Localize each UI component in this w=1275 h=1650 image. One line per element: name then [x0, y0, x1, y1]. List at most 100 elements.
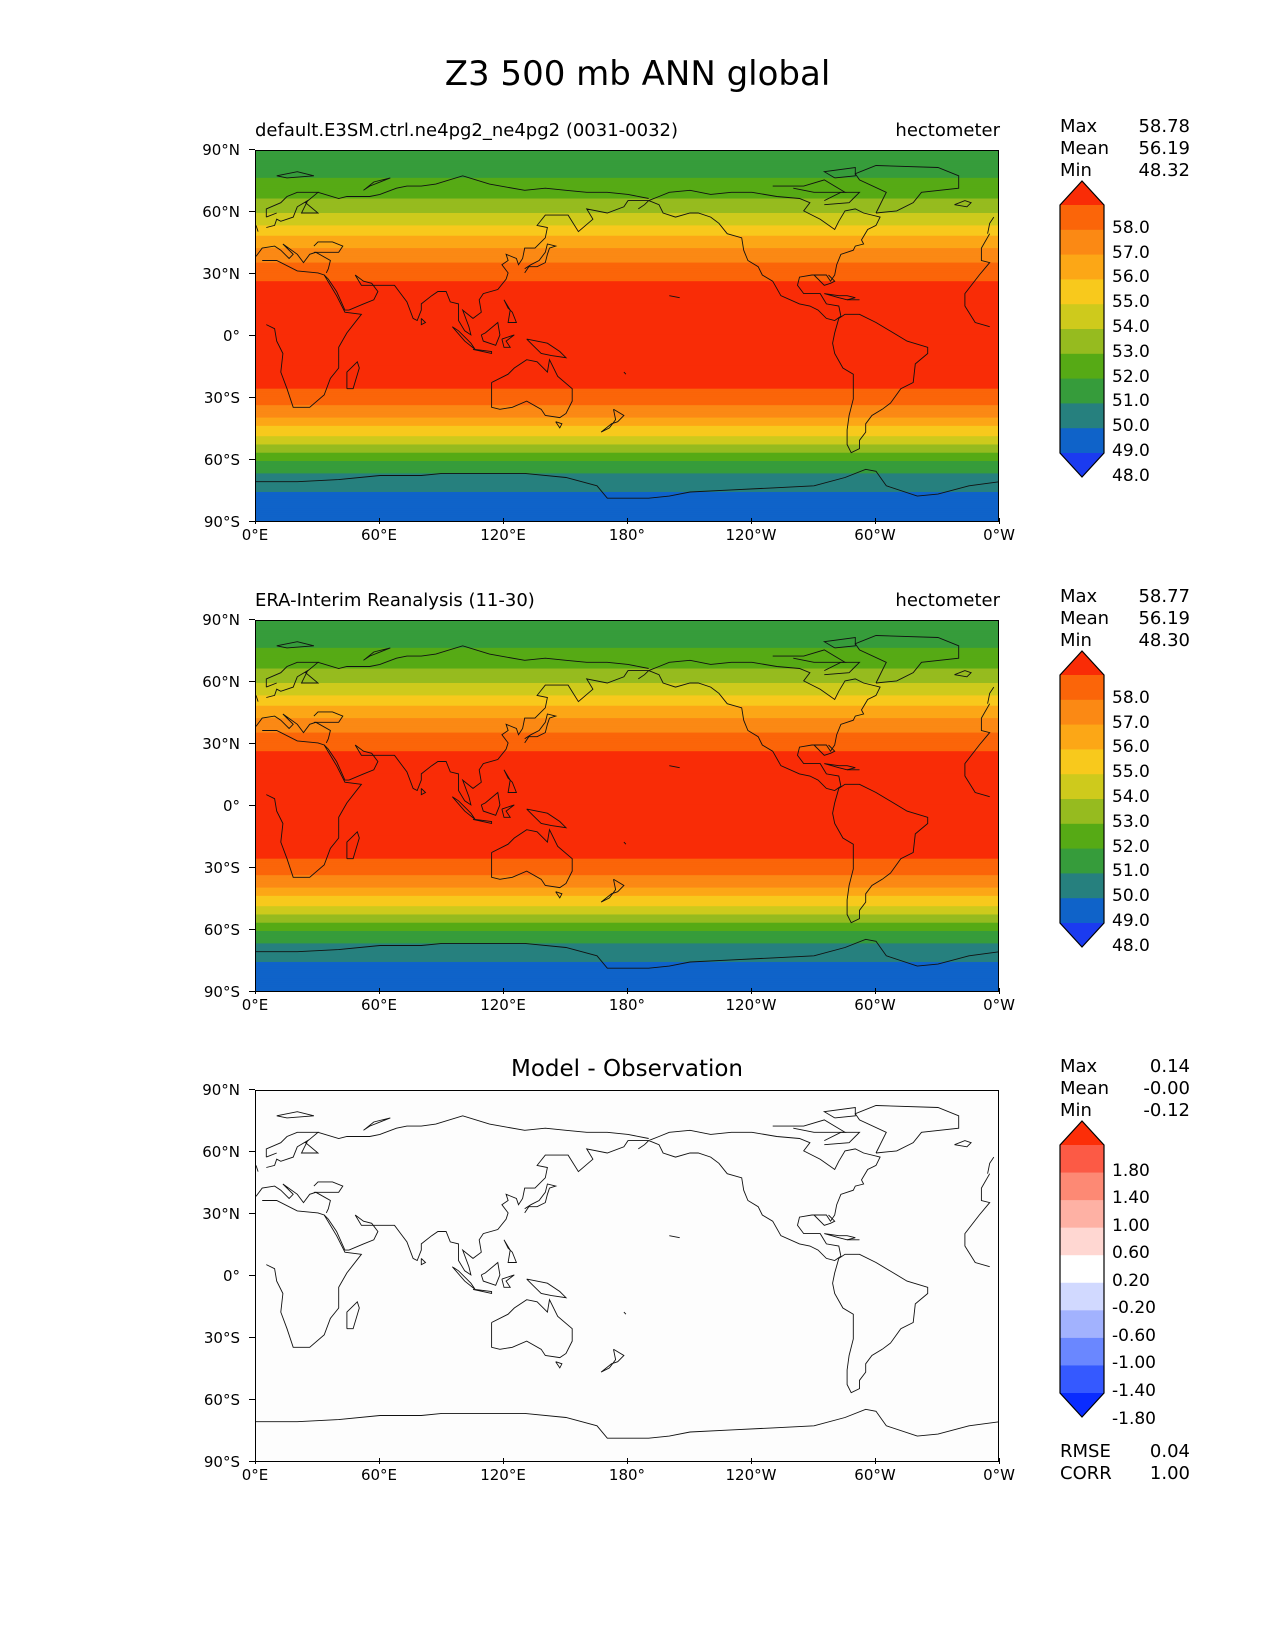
coastline — [472, 348, 493, 355]
contour-band — [256, 635, 998, 639]
contour-band — [256, 171, 998, 175]
contour-band — [256, 213, 998, 216]
stat-value: 0.04 — [1149, 1441, 1190, 1462]
contour-band — [256, 668, 998, 672]
coastline — [854, 1105, 960, 1154]
contour-band — [256, 730, 998, 734]
y-tick-label: 60°N — [180, 203, 255, 221]
contour-band — [256, 233, 998, 237]
coastline — [772, 1119, 847, 1133]
contour-band — [256, 902, 998, 905]
contour-band — [256, 184, 998, 187]
contour-band — [256, 964, 998, 967]
contour-band — [256, 303, 998, 307]
contour-band — [256, 833, 998, 837]
x-tick-label: 0°E — [215, 518, 295, 544]
contour-band — [256, 365, 998, 369]
y-tick-label: 60°S — [180, 1391, 255, 1409]
x-tick-label: 0°E — [215, 988, 295, 1014]
contour-band — [256, 469, 998, 472]
contour-band — [256, 394, 998, 398]
stat-value: -0.00 — [1143, 1078, 1190, 1099]
contour-band — [256, 444, 998, 448]
coastline — [524, 243, 558, 274]
contour-band — [256, 654, 998, 657]
contour-band — [256, 697, 998, 701]
contour-band — [256, 819, 998, 823]
contour-band — [256, 361, 998, 365]
contour-band — [256, 701, 998, 705]
contour-band — [256, 724, 998, 727]
colorbar-tick-label: 1.00 — [1112, 1215, 1150, 1236]
y-tick-label: 60°N — [180, 1143, 255, 1161]
contour-band — [256, 683, 998, 686]
colorbar-tick-label: 51.0 — [1112, 861, 1150, 882]
stat-value: 58.77 — [1138, 586, 1190, 607]
contour-band — [256, 407, 998, 410]
contour-band — [256, 807, 998, 810]
contour-band — [256, 483, 998, 487]
contour-band — [256, 322, 998, 326]
x-tick-label: 120°W — [711, 988, 791, 1014]
contour-band — [256, 745, 998, 748]
coastline — [813, 744, 836, 756]
contour-band — [256, 939, 998, 942]
panel-title-left: ERA-Interim Reanalysis (11-30) — [255, 590, 535, 611]
contour-band — [256, 262, 998, 266]
contour-band — [256, 215, 998, 218]
colorbar-segment — [1060, 823, 1104, 850]
coastline — [824, 293, 856, 301]
contour-band — [256, 306, 998, 309]
contour-band — [256, 275, 998, 278]
contour-band — [256, 850, 998, 854]
contour-band — [256, 827, 998, 831]
coastline — [256, 713, 331, 744]
colorbar-tick-label: 50.0 — [1112, 416, 1150, 437]
x-tick-label: 0°W — [959, 518, 1039, 544]
coastline — [503, 769, 518, 793]
contour-band — [256, 423, 998, 427]
contour-band — [256, 368, 998, 371]
contour-band — [256, 165, 998, 169]
contour-band — [256, 500, 998, 503]
rmse-corr-box: RMSE 0.04 CORR 1.00 — [1060, 1441, 1190, 1485]
contour-band — [256, 893, 998, 897]
colorbar-segment — [1060, 1310, 1104, 1339]
coastline — [256, 243, 331, 274]
coastline — [964, 703, 991, 798]
colorbar-outline — [1059, 180, 1105, 478]
coastline — [451, 326, 476, 350]
contour-band — [256, 951, 998, 955]
contour-band — [256, 419, 998, 423]
contour-band — [256, 734, 998, 738]
contour-band — [256, 202, 998, 206]
contour-band — [256, 945, 998, 949]
stat-row: Mean -0.00 — [1060, 1078, 1190, 1100]
stats-box: Max 58.77 Mean 56.19 Min 48.30 — [1060, 586, 1190, 652]
coastline — [854, 635, 960, 684]
stat-value: 1.00 — [1149, 1463, 1190, 1484]
colorbar-segment — [1060, 329, 1104, 355]
contour-band — [256, 811, 998, 814]
contour-band — [256, 479, 998, 483]
contour-band — [256, 359, 998, 363]
contour-band — [256, 186, 998, 189]
colorbar-segment — [1060, 378, 1104, 404]
contour-band — [256, 656, 998, 659]
y-tick-label: 60°S — [180, 921, 255, 939]
contour-band — [256, 268, 998, 272]
contour-band — [256, 442, 998, 446]
contour-band — [256, 175, 998, 179]
contour-band — [256, 802, 998, 806]
contour-band — [256, 270, 998, 274]
coastline — [526, 338, 568, 359]
colorbar-tick-label: 48.0 — [1112, 935, 1150, 956]
contour-band — [256, 425, 998, 429]
contour-band — [256, 485, 998, 489]
x-tick-label: 180° — [587, 1458, 667, 1484]
coastline — [266, 682, 277, 688]
contour-band — [256, 912, 998, 916]
coastline — [256, 468, 998, 499]
contour-band — [256, 471, 998, 474]
stat-row: CORR 1.00 — [1060, 1463, 1190, 1485]
